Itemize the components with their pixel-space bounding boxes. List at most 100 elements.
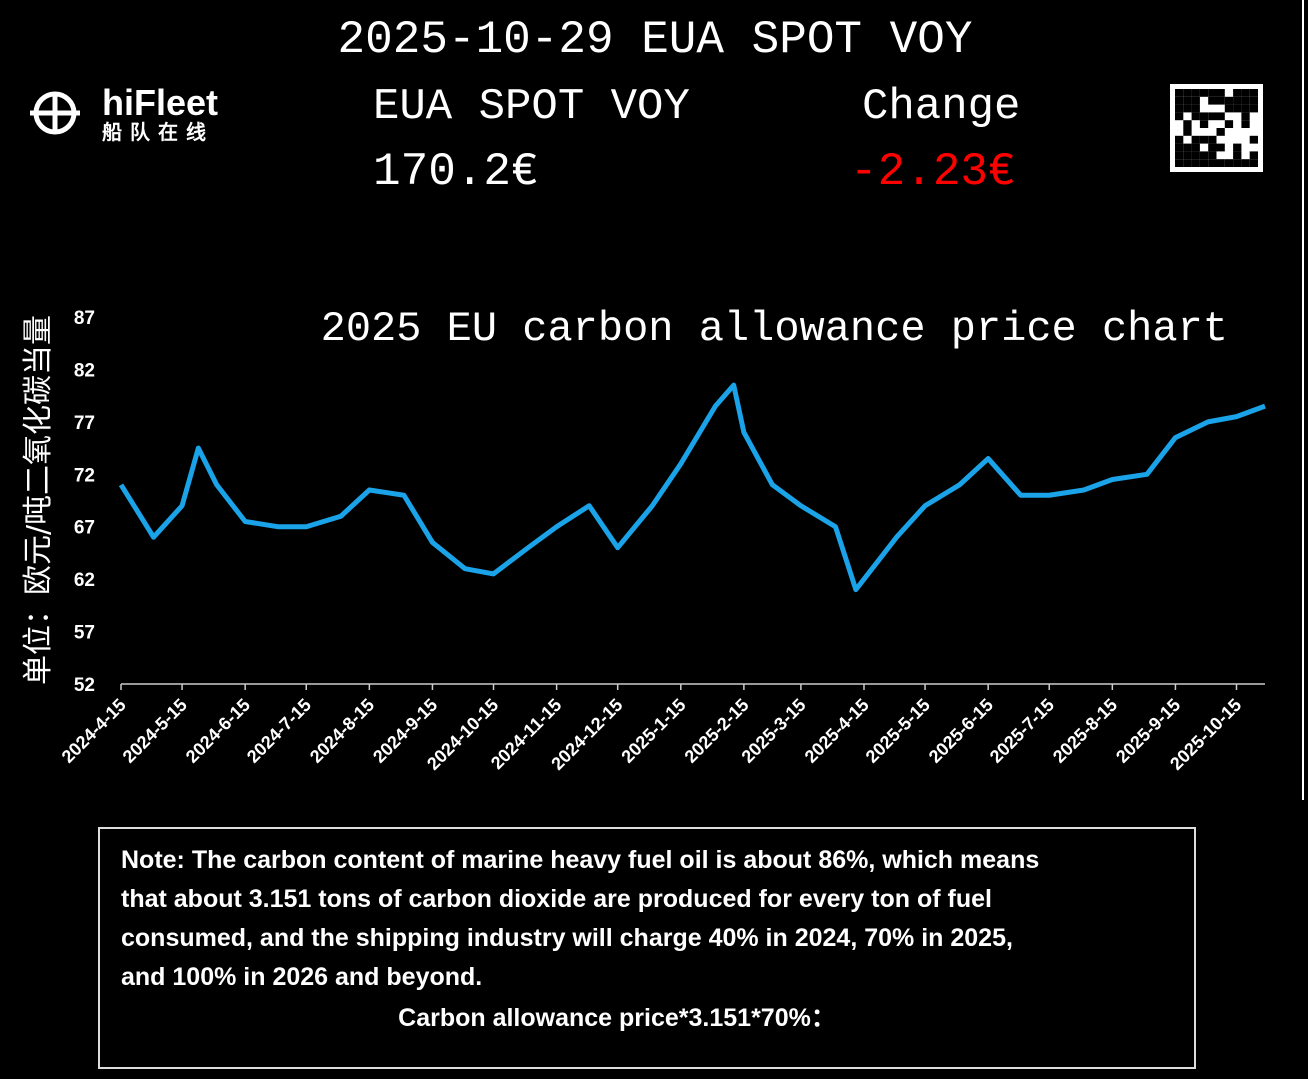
qr-cell [1191,89,1200,97]
qr-cell [1208,135,1217,144]
x-tick-label: 2025-7-15 [986,695,1058,767]
x-tick-label: 2025-6-15 [925,695,997,767]
x-tick-label: 2024-8-15 [306,695,378,767]
y-axis-label: 单位：欧元/吨二氧化碳当量 [21,315,56,685]
qr-cell [1224,96,1234,105]
y-tick-label: 62 [74,570,95,591]
logo-name: hiFleet [102,82,218,123]
qr-cell [1216,159,1225,167]
y-tick-label: 72 [74,465,95,486]
qr-cell [1241,89,1250,97]
qr-cell [1224,159,1234,167]
qr-cell [1241,120,1250,128]
qr-cell [1175,89,1184,97]
qr-cell [1199,89,1209,97]
qr-cell [1199,151,1209,160]
logo-subtitle: 船队在线 [102,120,214,144]
qr-cell [1183,120,1192,128]
x-tick-label: 2025-5-15 [862,695,934,767]
qr-cell [1191,96,1200,105]
qr-cell [1241,96,1250,105]
qr-cell [1233,151,1242,160]
qr-cell [1175,112,1184,121]
qr-cell [1249,104,1258,113]
x-tick-label: 2024-5-15 [119,695,191,767]
qr-cell [1249,89,1258,97]
x-tick-label: 2024-4-15 [58,695,130,767]
x-tick-label: 2024-6-15 [182,695,254,767]
x-tick-label: 2025-4-15 [801,695,873,767]
qr-cell [1249,151,1258,160]
qr-cell [1175,135,1184,144]
qr-cell [1208,143,1217,152]
qr-cell [1191,151,1200,160]
qr-cell [1233,159,1242,167]
x-tick-label: 2024-7-15 [243,695,315,767]
qr-cell [1208,159,1217,167]
note-formula: Carbon allowance price*3.151*70%： [398,1004,836,1032]
qr-cell [1216,89,1225,97]
qr-cell [1191,112,1200,121]
qr-cell [1241,159,1250,167]
qr-cell [1224,120,1234,128]
qr-code [1170,84,1263,172]
qr-cell [1183,128,1192,136]
qr-cell [1233,96,1242,105]
qr-cell [1183,89,1192,97]
qr-cell [1208,89,1217,97]
qr-cell [1216,143,1225,152]
qr-cell [1191,159,1200,167]
y-tick-label: 77 [74,413,95,434]
note-line: and 100% in 2026 and beyond. [121,963,482,991]
note-line: consumed, and the shipping industry will… [121,924,1013,952]
price-line [118,382,1266,593]
y-tick-label: 57 [74,623,95,644]
qr-cell [1175,96,1184,105]
note-box [98,827,1196,1069]
qr-cell [1233,104,1242,113]
qr-cell [1199,135,1209,144]
qr-cell [1183,159,1192,167]
y-tick-label: 67 [74,518,95,539]
note-line: that about 3.151 tons of carbon dioxide … [121,885,992,913]
qr-cell [1183,151,1192,160]
qr-cell [1249,96,1258,105]
qr-cell [1183,104,1192,113]
change-label: Change [862,82,1020,132]
qr-cell [1191,104,1200,113]
qr-cell [1216,112,1225,121]
qr-cell [1183,143,1192,152]
qr-cell [1191,135,1200,144]
qr-cell [1249,159,1258,167]
qr-cell [1199,120,1209,128]
qr-cell [1199,112,1209,121]
qr-cell [1216,128,1225,136]
qr-cell [1191,143,1200,152]
logo: hiFleet 船队在线 [30,82,218,144]
y-tick-label: 87 [74,308,95,329]
qr-cell [1199,159,1209,167]
price: 170.2€ [373,146,539,198]
y-tick-label: 82 [74,360,95,381]
qr-cell [1249,135,1258,144]
qr-cell [1183,96,1192,105]
qr-cell [1233,143,1242,152]
note-line: Note: The carbon content of marine heavy… [121,846,1039,874]
qr-cell [1233,89,1242,97]
qr-cell [1208,112,1217,121]
qr-cell [1208,96,1217,105]
note: Note: The carbon content of marine heavy… [121,846,1039,1032]
x-tick-label: 2025-8-15 [1049,695,1121,767]
change: -2.23€ [850,146,1016,198]
qr-cell [1241,112,1250,121]
qr-cell [1241,104,1250,113]
qr-cell [1175,143,1184,152]
y-tick-label: 52 [74,675,95,696]
qr-cell [1208,151,1217,160]
x-tick-label: 2025-1-15 [617,695,689,767]
qr-cell [1175,104,1184,113]
chart-title: 2025 EU carbon allowance price chart [321,305,1228,353]
price-label: EUA SPOT VOY [373,82,690,132]
